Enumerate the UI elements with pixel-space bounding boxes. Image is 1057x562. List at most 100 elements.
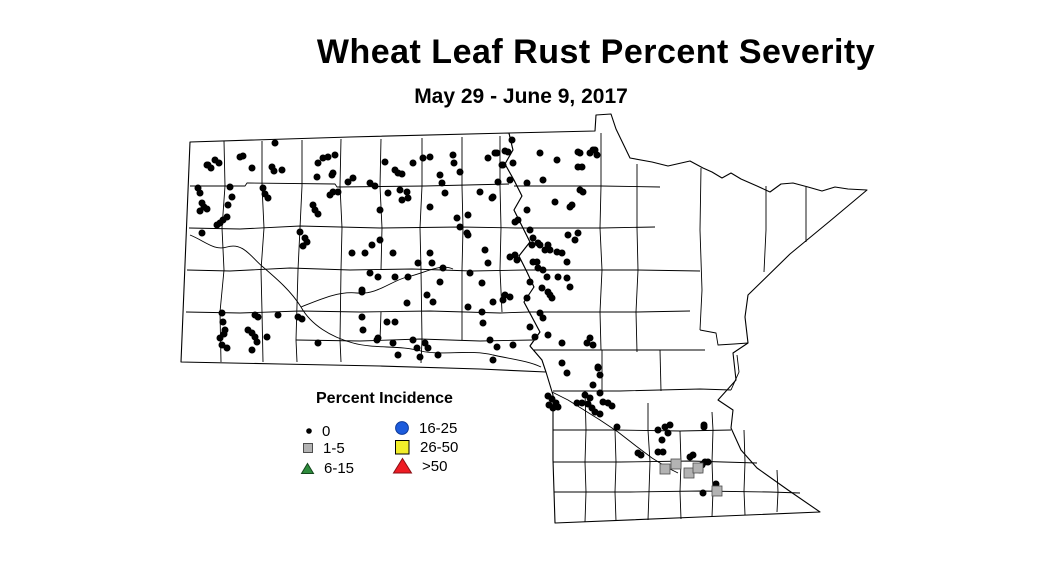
map-point-0 bbox=[196, 189, 204, 197]
map-point-0 bbox=[419, 154, 427, 162]
map-point-0 bbox=[259, 184, 267, 192]
map-point-0 bbox=[296, 228, 304, 236]
map-point-0 bbox=[270, 167, 278, 175]
map-point-0 bbox=[596, 389, 604, 397]
map-point-1-5 bbox=[670, 458, 682, 470]
page-title: Wheat Leaf Rust Percent Severity bbox=[316, 33, 876, 71]
map-point-0 bbox=[453, 214, 461, 222]
map-point-0 bbox=[344, 178, 352, 186]
map-point-0 bbox=[324, 153, 332, 161]
map-point-0 bbox=[376, 206, 384, 214]
map-point-0 bbox=[464, 211, 472, 219]
map-point-0 bbox=[699, 489, 707, 497]
map-point-0 bbox=[539, 176, 547, 184]
map-point-0 bbox=[529, 234, 537, 242]
map-point-1-5 bbox=[711, 485, 723, 497]
legend-label: >50 bbox=[422, 457, 448, 475]
map-point-0 bbox=[218, 309, 226, 317]
map-point-0 bbox=[538, 284, 546, 292]
map-point-0 bbox=[398, 196, 406, 204]
map-point-0 bbox=[528, 241, 536, 249]
map-point-0 bbox=[264, 194, 272, 202]
map-point-0 bbox=[526, 226, 534, 234]
map-point-0 bbox=[436, 278, 444, 286]
map-point-0 bbox=[511, 251, 519, 259]
state-outlines bbox=[180, 113, 868, 524]
blue-circle-icon bbox=[395, 421, 409, 435]
map-point-0 bbox=[299, 242, 307, 250]
legend-label: 0 bbox=[322, 422, 331, 440]
map-point-0 bbox=[391, 273, 399, 281]
map-point-0 bbox=[658, 436, 666, 444]
legend-item-gt50: >50 bbox=[392, 457, 447, 475]
map-point-0 bbox=[613, 423, 621, 431]
map-point-0 bbox=[586, 394, 594, 402]
map-point-0 bbox=[558, 249, 566, 257]
map-point-0 bbox=[478, 308, 486, 316]
map-point-0 bbox=[414, 259, 422, 267]
map-point-0 bbox=[563, 274, 571, 282]
yellow-square-icon bbox=[395, 439, 410, 454]
map-point-0 bbox=[589, 341, 597, 349]
map-point-0 bbox=[558, 339, 566, 347]
red-triangle-icon bbox=[392, 457, 413, 474]
map-point-0 bbox=[564, 231, 572, 239]
map-point-0 bbox=[429, 298, 437, 306]
map-point-0 bbox=[498, 161, 506, 169]
legend-item-6-15: 6-15 bbox=[300, 459, 354, 477]
map-point-0 bbox=[589, 381, 597, 389]
map-point-0 bbox=[494, 178, 502, 186]
map-point-0 bbox=[596, 410, 604, 418]
legend-label: 26-50 bbox=[420, 438, 459, 456]
map-point-0 bbox=[358, 288, 366, 296]
map-point-0 bbox=[403, 299, 411, 307]
map-point-0 bbox=[389, 339, 397, 347]
map-point-0 bbox=[659, 448, 667, 456]
map-point-0 bbox=[239, 152, 247, 160]
map-point-0 bbox=[514, 216, 522, 224]
map-point-0 bbox=[426, 203, 434, 211]
map-point-0 bbox=[436, 171, 444, 179]
map-points bbox=[194, 136, 723, 497]
map-point-0 bbox=[484, 154, 492, 162]
map-point-0 bbox=[566, 283, 574, 291]
map-point-0 bbox=[578, 163, 586, 171]
map-point-0 bbox=[484, 259, 492, 267]
map-point-0 bbox=[594, 363, 602, 371]
map-point-0 bbox=[313, 173, 321, 181]
gray-square-icon bbox=[303, 443, 313, 453]
map-point-0 bbox=[534, 239, 542, 247]
map-point-0 bbox=[198, 229, 206, 237]
map-point-0 bbox=[544, 288, 552, 296]
map-point-0 bbox=[544, 331, 552, 339]
map-point-0 bbox=[543, 273, 551, 281]
map-point-0 bbox=[704, 458, 712, 466]
map-point-0 bbox=[554, 273, 562, 281]
map-point-0 bbox=[216, 219, 224, 227]
map-point-0 bbox=[413, 344, 421, 352]
map-point-0 bbox=[196, 207, 204, 215]
map-point-0 bbox=[368, 241, 376, 249]
map-point-0 bbox=[253, 338, 261, 346]
map-point-0 bbox=[568, 201, 576, 209]
map-point-0 bbox=[476, 188, 484, 196]
map-point-0 bbox=[441, 189, 449, 197]
map-point-0 bbox=[563, 258, 571, 266]
map-point-0 bbox=[416, 353, 424, 361]
map-point-0 bbox=[584, 400, 592, 408]
map-point-0 bbox=[571, 236, 579, 244]
map-point-0 bbox=[426, 249, 434, 257]
map-point-1-5 bbox=[683, 467, 695, 479]
map-point-0 bbox=[539, 266, 547, 274]
map-point-0 bbox=[488, 194, 496, 202]
legend-label: 1-5 bbox=[323, 439, 345, 457]
map-point-0 bbox=[314, 339, 322, 347]
map-point-0 bbox=[464, 231, 472, 239]
map-point-0 bbox=[700, 421, 708, 429]
map-point-0 bbox=[539, 314, 547, 322]
map-point-0 bbox=[456, 168, 464, 176]
map-point-0 bbox=[593, 151, 601, 159]
map-point-0 bbox=[331, 151, 339, 159]
map-point-0 bbox=[574, 229, 582, 237]
